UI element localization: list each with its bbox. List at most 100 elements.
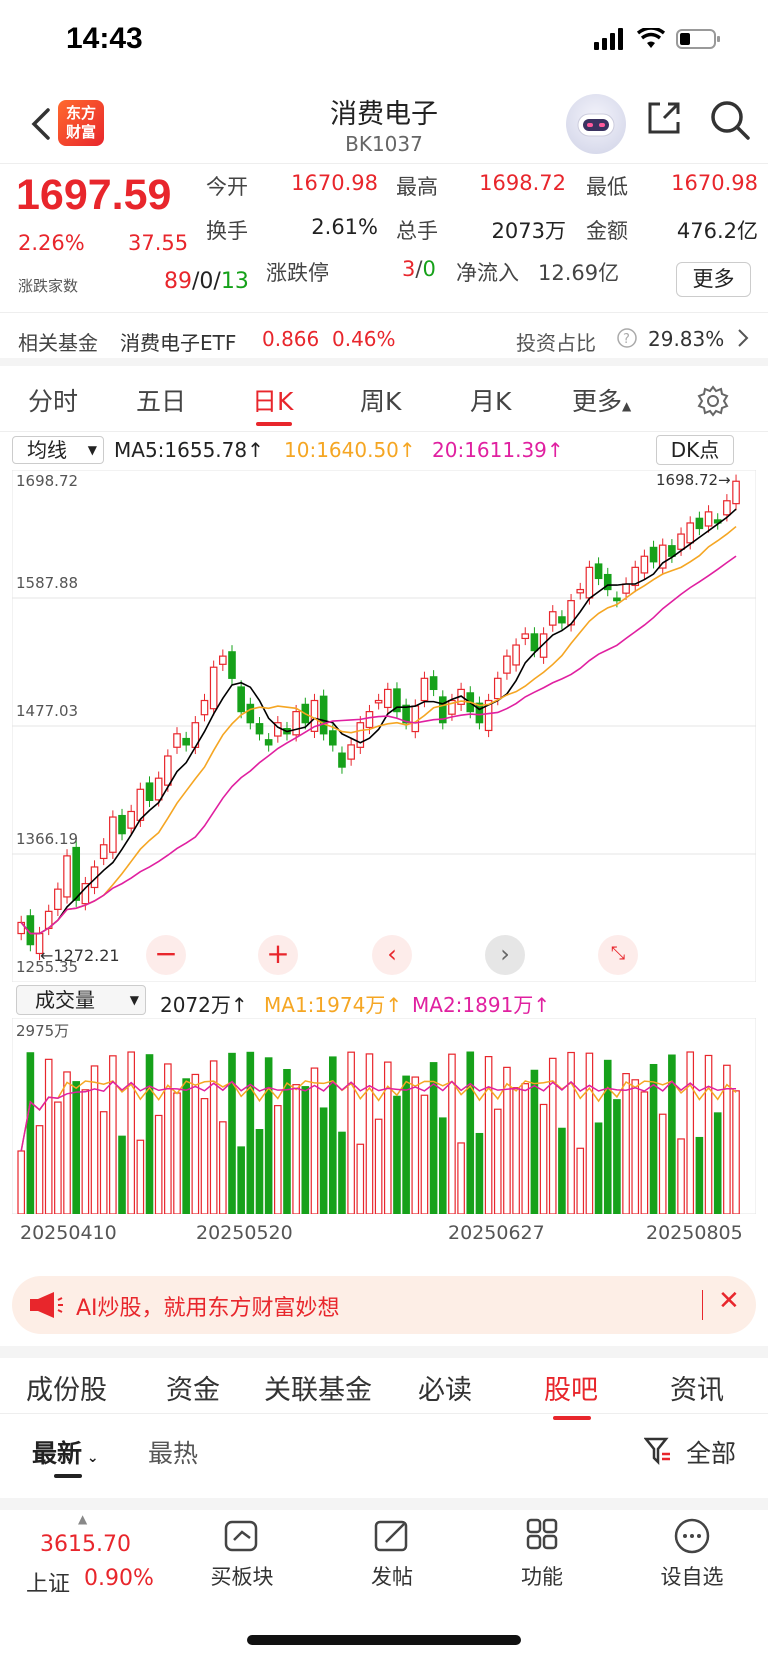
k-line-chart[interactable] [12,470,756,982]
ma20-line [20,555,737,935]
volume-bar [429,1062,438,1214]
tab-must-read[interactable]: 必读 [418,1375,472,1406]
volume-bar [686,1051,695,1214]
filter-icon[interactable] [644,1436,672,1466]
more-button[interactable]: 更多 [676,262,751,297]
candle-body [90,866,99,889]
volume-bar [109,1055,117,1214]
status-time: 14:43 [66,22,143,55]
volume-bar [54,1101,62,1214]
y-tick-1: 1698.72 [16,472,79,490]
inflow-value: 12.69亿 [538,261,620,285]
buy-sector-button[interactable]: 买板块 [182,1516,302,1591]
volume-bar [338,1131,346,1214]
tab-news[interactable]: 资讯 [670,1375,724,1406]
tab-daily-k[interactable]: 日K [252,387,294,416]
wifi-icon [636,28,666,48]
index-value[interactable]: 3615.70 [40,1532,131,1557]
fund-name: 消费电子ETF [120,331,237,355]
zoom-out-button[interactable]: − [146,935,186,975]
quote-panel: 1697.59 2.26% 37.55 涨跌家数 89/0/13 今开 1670… [0,165,768,311]
tab-weekly-k[interactable]: 周K [360,387,402,416]
volume-bar [136,1139,145,1214]
volume-chart[interactable] [12,1018,756,1214]
sort-row: 最新 ⌄ 最热 全部 [0,1414,768,1510]
volume-max-label: 2975万 [16,1022,70,1040]
candle-body [63,855,71,898]
volume-bar [521,1083,530,1214]
volume-bar [393,1095,401,1214]
app-logo: 东方 财富 [58,100,104,146]
cellular-signal-icon [594,28,623,50]
volume-bar [246,1051,255,1214]
candle-body [576,588,585,594]
dk-points-button[interactable]: DK点 [656,435,734,465]
candle-body [356,722,365,748]
candle-body [695,517,704,530]
tab-intraday[interactable]: 分时 [28,387,79,416]
close-icon[interactable]: ✕ [718,1286,740,1316]
tab-funds-flow[interactable]: 资金 [166,1375,220,1406]
candle-body [237,686,245,713]
candle-body [182,737,190,746]
candle-body [484,699,493,732]
scroll-right-button[interactable]: › [485,935,525,975]
ratio-value: 29.83% [648,327,725,351]
tab-components[interactable]: 成份股 [26,1375,107,1406]
tab-monthly-k[interactable]: 月K [470,387,512,416]
post-button[interactable]: 发帖 [332,1516,452,1591]
settings-gear-icon[interactable] [696,384,730,418]
volume-bar [356,1143,365,1214]
tab-5day[interactable]: 五日 [136,387,187,416]
scroll-left-button[interactable]: ‹ [372,935,412,975]
candle-body [658,544,667,569]
candle-body [503,655,511,674]
volume-bar [173,1092,181,1214]
help-icon[interactable]: ? [616,327,638,349]
functions-button[interactable]: 功能 [482,1516,602,1591]
candle-body [640,555,649,574]
share-icon[interactable] [644,98,684,138]
candle-body [365,711,374,729]
tab-related-funds[interactable]: 关联基金 [264,1375,372,1406]
sort-latest[interactable]: 最新 ⌄ [32,1439,99,1468]
volume-bar [613,1099,621,1214]
candle-body [594,563,603,580]
volume-bar [328,1056,337,1214]
volume-bar [99,1111,108,1214]
volume-bar [640,1091,649,1214]
fullscreen-icon[interactable]: ⤡ [598,935,638,975]
ma10-value: 10:1640.50↑ [284,438,416,462]
volume-bar [118,1135,126,1214]
volume-indicator-select[interactable]: 成交量 ▼ [16,985,146,1015]
inflow-label: 净流入 [456,261,519,285]
candle-body [585,566,594,599]
search-icon[interactable] [708,98,752,142]
volume-bar [411,1076,420,1214]
battery-icon [676,29,720,49]
grid-icon [526,1518,558,1550]
candle-body [512,644,520,666]
candle-body [548,611,557,626]
change-value: 37.55 [128,231,189,255]
sort-hot[interactable]: 最热 [148,1439,199,1468]
zoom-in-button[interactable]: + [258,935,298,975]
candle-body [347,744,355,760]
ma-row: 均线 ▼ MA5:1655.78↑ 10:1640.50↑ 20:1611.39↑… [0,432,768,468]
volume-bar [713,1112,722,1214]
volume-bar [567,1051,575,1214]
ai-promo-banner[interactable]: AI炒股，就用东方财富妙想 ✕ [12,1276,756,1334]
related-fund-row[interactable]: 相关基金 消费电子ETF 0.866 0.46% 投资占比 ? 29.83% [0,312,768,366]
tab-forum[interactable]: 股吧 [544,1375,598,1406]
candle-body [429,676,438,691]
tab-more[interactable]: 更多▲ [572,387,632,416]
filter-all[interactable]: 全部 [686,1439,737,1468]
candle-body [686,522,695,544]
back-icon[interactable] [22,102,62,146]
add-favorite-button[interactable]: 设自选 [632,1516,752,1591]
ai-assistant-avatar[interactable] [566,94,626,154]
indicator-select[interactable]: 均线 ▼ [12,436,104,464]
turnover-value: 2.61% [311,215,378,239]
candle-body [200,699,209,716]
candle-body [319,695,328,735]
